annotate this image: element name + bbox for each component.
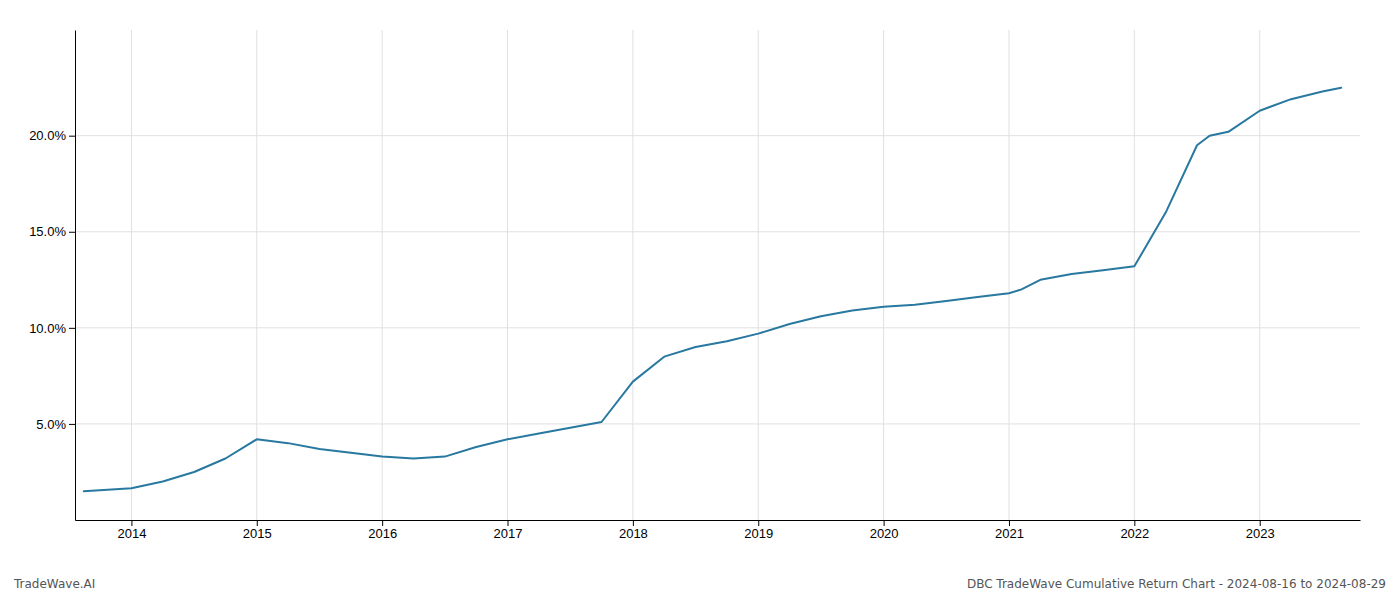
x-tick-label: 2014: [117, 526, 146, 541]
y-axis: 5.0% 10.0% 15.0% 20.0%: [29, 31, 75, 521]
x-tick-label: 2017: [494, 526, 523, 541]
x-tick-label: 2018: [619, 526, 648, 541]
x-tick-label: 2016: [368, 526, 397, 541]
x-tick: 2015: [243, 520, 272, 541]
y-grid-line: [75, 135, 1360, 136]
y-tick-label: 10.0%: [29, 321, 66, 336]
y-grid-line: [75, 231, 1360, 232]
x-grid-line: [758, 30, 759, 520]
line: [84, 88, 1341, 492]
x-grid-line: [883, 30, 884, 520]
y-tick-mark: [69, 424, 75, 425]
x-grid-line: [1008, 30, 1009, 520]
y-grid-line: [75, 327, 1360, 328]
y-tick-mark: [69, 328, 75, 329]
y-tick-mark: [69, 136, 75, 137]
x-tick: 2017: [494, 520, 523, 541]
x-tick: 2022: [1120, 520, 1149, 541]
x-tick: 2014: [117, 520, 146, 541]
y-tick-label: 15.0%: [29, 224, 66, 239]
x-grid-line: [1134, 30, 1135, 520]
x-tick-label: 2023: [1246, 526, 1275, 541]
x-tick: 2016: [368, 520, 397, 541]
x-tick-mark: [382, 520, 383, 526]
footer-text: TradeWave.AI: [13, 577, 95, 591]
x-tick: 2018: [619, 520, 648, 541]
x-tick-mark: [508, 520, 509, 526]
x-tick-label: 2021: [995, 526, 1024, 541]
x-axis-line: [76, 520, 1361, 521]
y-grid-line: [75, 423, 1360, 424]
x-tick-mark: [257, 520, 258, 526]
y-tick-mark: [69, 232, 75, 233]
x-tick-mark: [884, 520, 885, 526]
plot-area: [84, 88, 1341, 492]
x-grid-line: [1259, 30, 1260, 520]
x-grid-line: [507, 30, 508, 520]
x-tick-label: 2020: [870, 526, 899, 541]
x-tick-mark: [758, 520, 759, 526]
y-tick-label: 20.0%: [29, 128, 66, 143]
x-tick-label: 2019: [744, 526, 773, 541]
y-tick: 15.0%: [29, 224, 75, 239]
x-tick-mark: [131, 520, 132, 526]
footer-text: DBC TradeWave Cumulative Return Chart - …: [967, 577, 1386, 591]
x-grid-line: [632, 30, 633, 520]
x-tick-mark: [1009, 520, 1010, 526]
x-tick-label: 2015: [243, 526, 272, 541]
x-grid-line: [382, 30, 383, 520]
x-tick: 2020: [870, 520, 899, 541]
x-tick-mark: [1260, 520, 1261, 526]
chart: 2014 2015 2016 2017 2018 2019 2020 2021 2022 2023…: [0, 0, 1400, 600]
x-axis: 2014 2015 2016 2017 2018 2019 2020 2021 2022 2023: [76, 520, 1361, 541]
x-tick: 2021: [995, 520, 1024, 541]
x-tick-mark: [1134, 520, 1135, 526]
y-tick-label: 5.0%: [36, 417, 66, 432]
x-tick: 2023: [1246, 520, 1275, 541]
x-grid-line: [256, 30, 257, 520]
grid: [75, 30, 1360, 520]
y-axis-line: [75, 31, 76, 521]
y-tick: 5.0%: [36, 417, 75, 432]
x-tick: 2019: [744, 520, 773, 541]
x-tick-mark: [633, 520, 634, 526]
y-tick: 20.0%: [29, 128, 75, 143]
x-grid-line: [131, 30, 132, 520]
y-tick: 10.0%: [29, 321, 75, 336]
x-tick-label: 2022: [1120, 526, 1149, 541]
